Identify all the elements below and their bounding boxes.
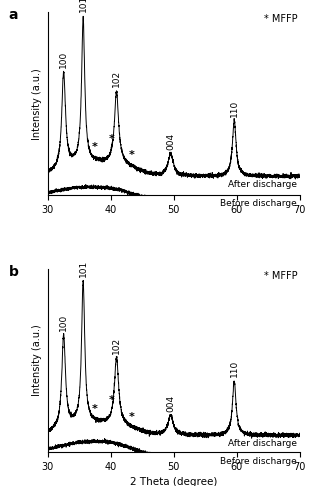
- Text: After discharge: After discharge: [228, 439, 297, 448]
- Text: After discharge: After discharge: [228, 180, 297, 189]
- Text: 100: 100: [59, 50, 68, 68]
- X-axis label: 2 Theta (degree): 2 Theta (degree): [130, 477, 218, 486]
- Text: 101: 101: [79, 260, 88, 278]
- Text: *: *: [92, 404, 98, 414]
- Y-axis label: Intensity (a.u.): Intensity (a.u.): [32, 325, 42, 396]
- Text: Before discharge: Before discharge: [220, 199, 297, 208]
- Text: *: *: [92, 142, 98, 153]
- Text: 110: 110: [230, 360, 239, 377]
- Text: *: *: [129, 412, 134, 422]
- Text: *: *: [108, 395, 114, 405]
- Text: *: *: [108, 134, 114, 144]
- Text: 101: 101: [79, 0, 88, 12]
- Text: 100: 100: [59, 313, 68, 331]
- Text: * MFFP: * MFFP: [264, 271, 297, 280]
- Text: Before discharge: Before discharge: [220, 457, 297, 466]
- Text: 004: 004: [166, 395, 175, 412]
- Text: 004: 004: [166, 133, 175, 150]
- Text: 110: 110: [230, 100, 239, 117]
- Text: b: b: [9, 265, 19, 279]
- Text: *: *: [129, 150, 134, 160]
- Text: 102: 102: [112, 337, 121, 354]
- Text: a: a: [9, 8, 18, 22]
- Y-axis label: Intensity (a.u.): Intensity (a.u.): [32, 68, 42, 139]
- Text: * MFFP: * MFFP: [264, 14, 297, 24]
- Text: 102: 102: [112, 70, 121, 87]
